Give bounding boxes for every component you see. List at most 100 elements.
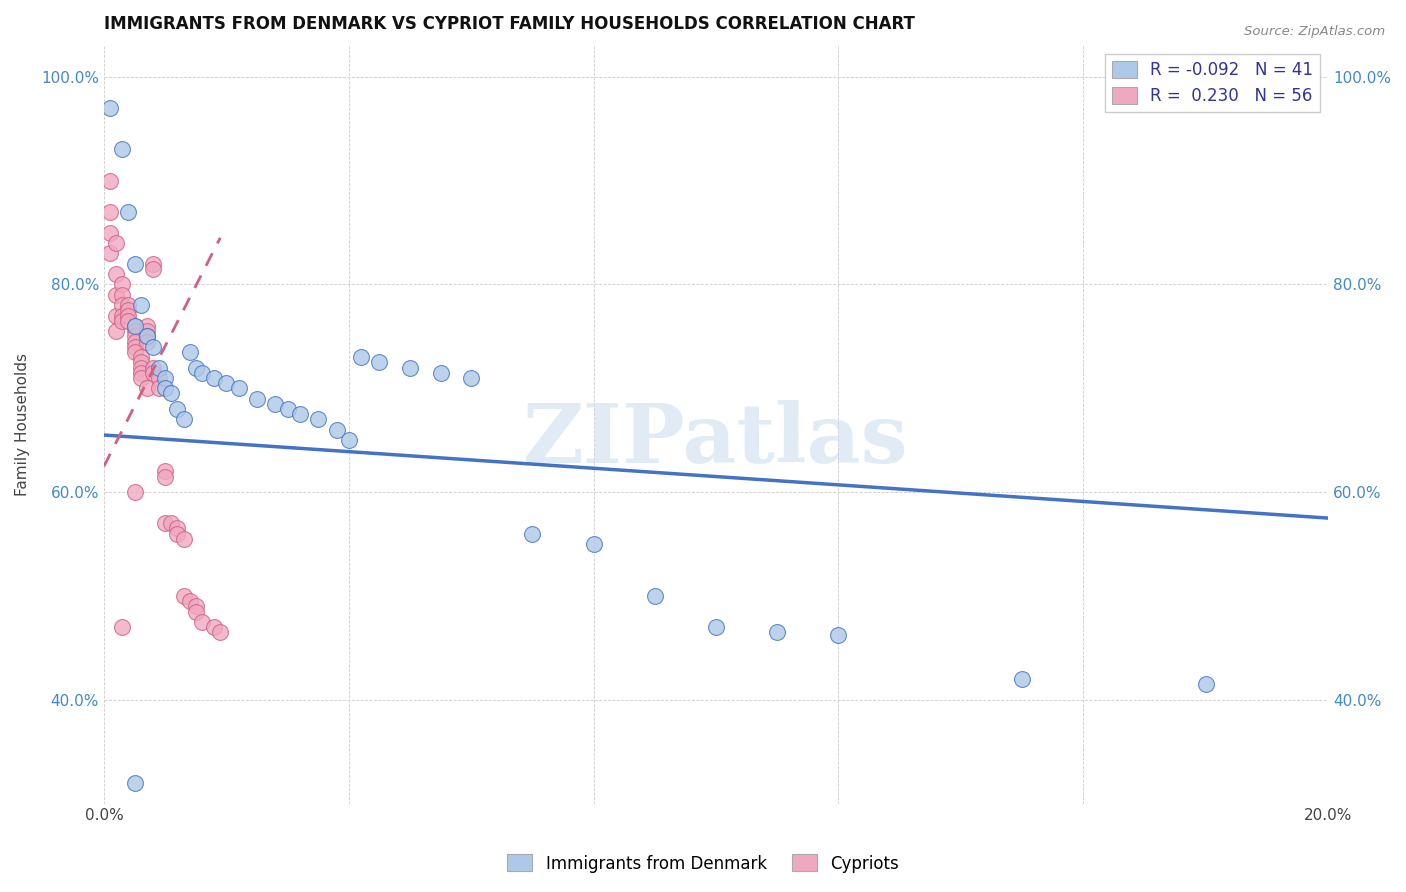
Point	[124, 257, 146, 271]
Point	[142, 366, 165, 380]
Point	[166, 526, 188, 541]
Point	[153, 516, 176, 531]
Point	[142, 261, 165, 276]
Point	[111, 143, 134, 157]
Point	[827, 628, 849, 642]
Point	[399, 360, 422, 375]
Point	[111, 309, 134, 323]
Point	[1195, 677, 1218, 691]
Point	[111, 620, 134, 634]
Point	[129, 360, 152, 375]
Point	[277, 402, 299, 417]
Point	[264, 397, 287, 411]
Legend: R = -0.092   N = 41, R =  0.230   N = 56: R = -0.092 N = 41, R = 0.230 N = 56	[1105, 54, 1320, 112]
Point	[135, 318, 157, 333]
Point	[98, 101, 121, 115]
Point	[325, 423, 347, 437]
Point	[166, 402, 188, 417]
Point	[124, 324, 146, 338]
Point	[105, 324, 128, 338]
Point	[135, 381, 157, 395]
Point	[429, 366, 451, 380]
Point	[105, 288, 128, 302]
Point	[191, 615, 214, 629]
Point	[184, 599, 207, 614]
Point	[105, 309, 128, 323]
Point	[153, 381, 176, 395]
Point	[117, 303, 139, 318]
Point	[246, 392, 269, 406]
Point	[117, 314, 139, 328]
Point	[191, 366, 214, 380]
Point	[202, 371, 225, 385]
Y-axis label: Family Households: Family Households	[15, 353, 30, 496]
Point	[98, 226, 121, 240]
Point	[368, 355, 391, 369]
Point	[129, 371, 152, 385]
Point	[184, 360, 207, 375]
Point	[142, 340, 165, 354]
Point	[124, 318, 146, 333]
Point	[173, 532, 195, 546]
Point	[124, 340, 146, 354]
Point	[215, 376, 238, 390]
Point	[111, 298, 134, 312]
Point	[288, 407, 311, 421]
Point	[124, 318, 146, 333]
Point	[129, 366, 152, 380]
Point	[228, 381, 250, 395]
Point	[111, 314, 134, 328]
Point	[148, 371, 170, 385]
Point	[350, 350, 373, 364]
Point	[124, 334, 146, 349]
Point	[117, 309, 139, 323]
Point	[582, 537, 605, 551]
Point	[124, 485, 146, 500]
Text: ZIPatlas: ZIPatlas	[523, 400, 908, 480]
Point	[160, 386, 183, 401]
Point	[173, 589, 195, 603]
Point	[117, 204, 139, 219]
Point	[704, 620, 727, 634]
Point	[124, 329, 146, 343]
Point	[179, 594, 201, 608]
Point	[105, 235, 128, 250]
Point	[111, 277, 134, 292]
Point	[766, 625, 789, 640]
Point	[460, 371, 482, 385]
Point	[148, 360, 170, 375]
Point	[307, 412, 329, 426]
Point	[184, 605, 207, 619]
Point	[111, 288, 134, 302]
Point	[129, 298, 152, 312]
Point	[173, 412, 195, 426]
Point	[135, 334, 157, 349]
Point	[105, 267, 128, 281]
Point	[124, 345, 146, 359]
Point	[98, 204, 121, 219]
Point	[135, 329, 157, 343]
Text: Source: ZipAtlas.com: Source: ZipAtlas.com	[1244, 25, 1385, 38]
Point	[153, 371, 176, 385]
Point	[202, 620, 225, 634]
Point	[135, 324, 157, 338]
Point	[160, 516, 183, 531]
Point	[337, 434, 360, 448]
Point	[644, 589, 666, 603]
Legend: Immigrants from Denmark, Cypriots: Immigrants from Denmark, Cypriots	[501, 847, 905, 880]
Point	[142, 360, 165, 375]
Point	[129, 355, 152, 369]
Point	[1011, 672, 1033, 686]
Point	[142, 257, 165, 271]
Point	[522, 526, 544, 541]
Point	[166, 521, 188, 535]
Point	[129, 350, 152, 364]
Point	[209, 625, 232, 640]
Point	[153, 469, 176, 483]
Point	[124, 776, 146, 790]
Point	[98, 174, 121, 188]
Text: IMMIGRANTS FROM DENMARK VS CYPRIOT FAMILY HOUSEHOLDS CORRELATION CHART: IMMIGRANTS FROM DENMARK VS CYPRIOT FAMIL…	[104, 15, 915, 33]
Point	[148, 381, 170, 395]
Point	[135, 329, 157, 343]
Point	[153, 464, 176, 478]
